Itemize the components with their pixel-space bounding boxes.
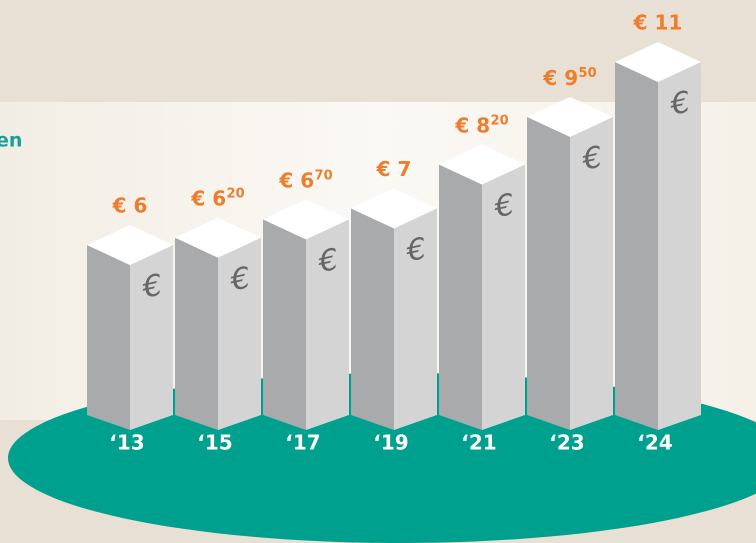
value-label: € 6 — [112, 194, 148, 218]
bar-symbol: € — [142, 268, 161, 307]
bar-right-face — [482, 164, 525, 431]
value-label: € 9,50 — [542, 65, 596, 89]
bar-top-face — [439, 144, 525, 185]
x-tick-label: ‘23 — [549, 431, 584, 455]
bar-symbol: € — [318, 242, 337, 281]
value-label: € 7 — [376, 157, 412, 181]
x-tick-label: ‘19 — [373, 431, 408, 455]
side-text: en — [0, 130, 22, 152]
bar-right-face — [218, 237, 261, 430]
bar — [87, 225, 173, 430]
value-label: € 8,20 — [454, 113, 508, 137]
bar-symbol: € — [406, 231, 425, 270]
bar-symbol: € — [230, 260, 249, 299]
bar-left-face — [615, 62, 658, 430]
x-tick-label: ‘15 — [197, 431, 232, 455]
x-tick-label: ‘13 — [109, 431, 144, 455]
bar — [527, 96, 613, 431]
bar-symbol: € — [670, 85, 689, 124]
bar-left-face — [527, 116, 570, 431]
bar-left-face — [439, 164, 482, 431]
bar-left-face — [175, 237, 218, 430]
bar-top-face — [615, 42, 701, 82]
bar-top-face — [87, 225, 173, 265]
bar — [439, 144, 525, 431]
bar-right-face — [306, 219, 349, 430]
bar-top-face — [175, 217, 261, 258]
bar-right-face — [570, 116, 613, 431]
x-tick-label: ‘24 — [637, 431, 672, 455]
value-label: € 6,70 — [278, 168, 332, 192]
bar-left-face — [87, 245, 130, 430]
bar — [351, 188, 437, 430]
bar-symbol: € — [582, 140, 601, 179]
bar-right-face — [394, 208, 437, 430]
bar — [175, 217, 261, 430]
bar-left-face — [263, 219, 306, 430]
bar-top-face — [527, 96, 613, 137]
bar-symbol: € — [494, 187, 513, 226]
bar-top-face — [351, 188, 437, 229]
bar-right-face — [658, 62, 701, 430]
value-label: € 11 — [633, 11, 683, 35]
value-label: € 6,20 — [190, 186, 244, 210]
bar-right-face — [130, 245, 173, 430]
bar-left-face — [351, 208, 394, 430]
bar — [615, 42, 701, 430]
bar-top-face — [263, 199, 349, 240]
x-tick-label: ‘17 — [285, 431, 320, 455]
x-tick-label: ‘21 — [461, 431, 496, 455]
bar — [263, 199, 349, 430]
